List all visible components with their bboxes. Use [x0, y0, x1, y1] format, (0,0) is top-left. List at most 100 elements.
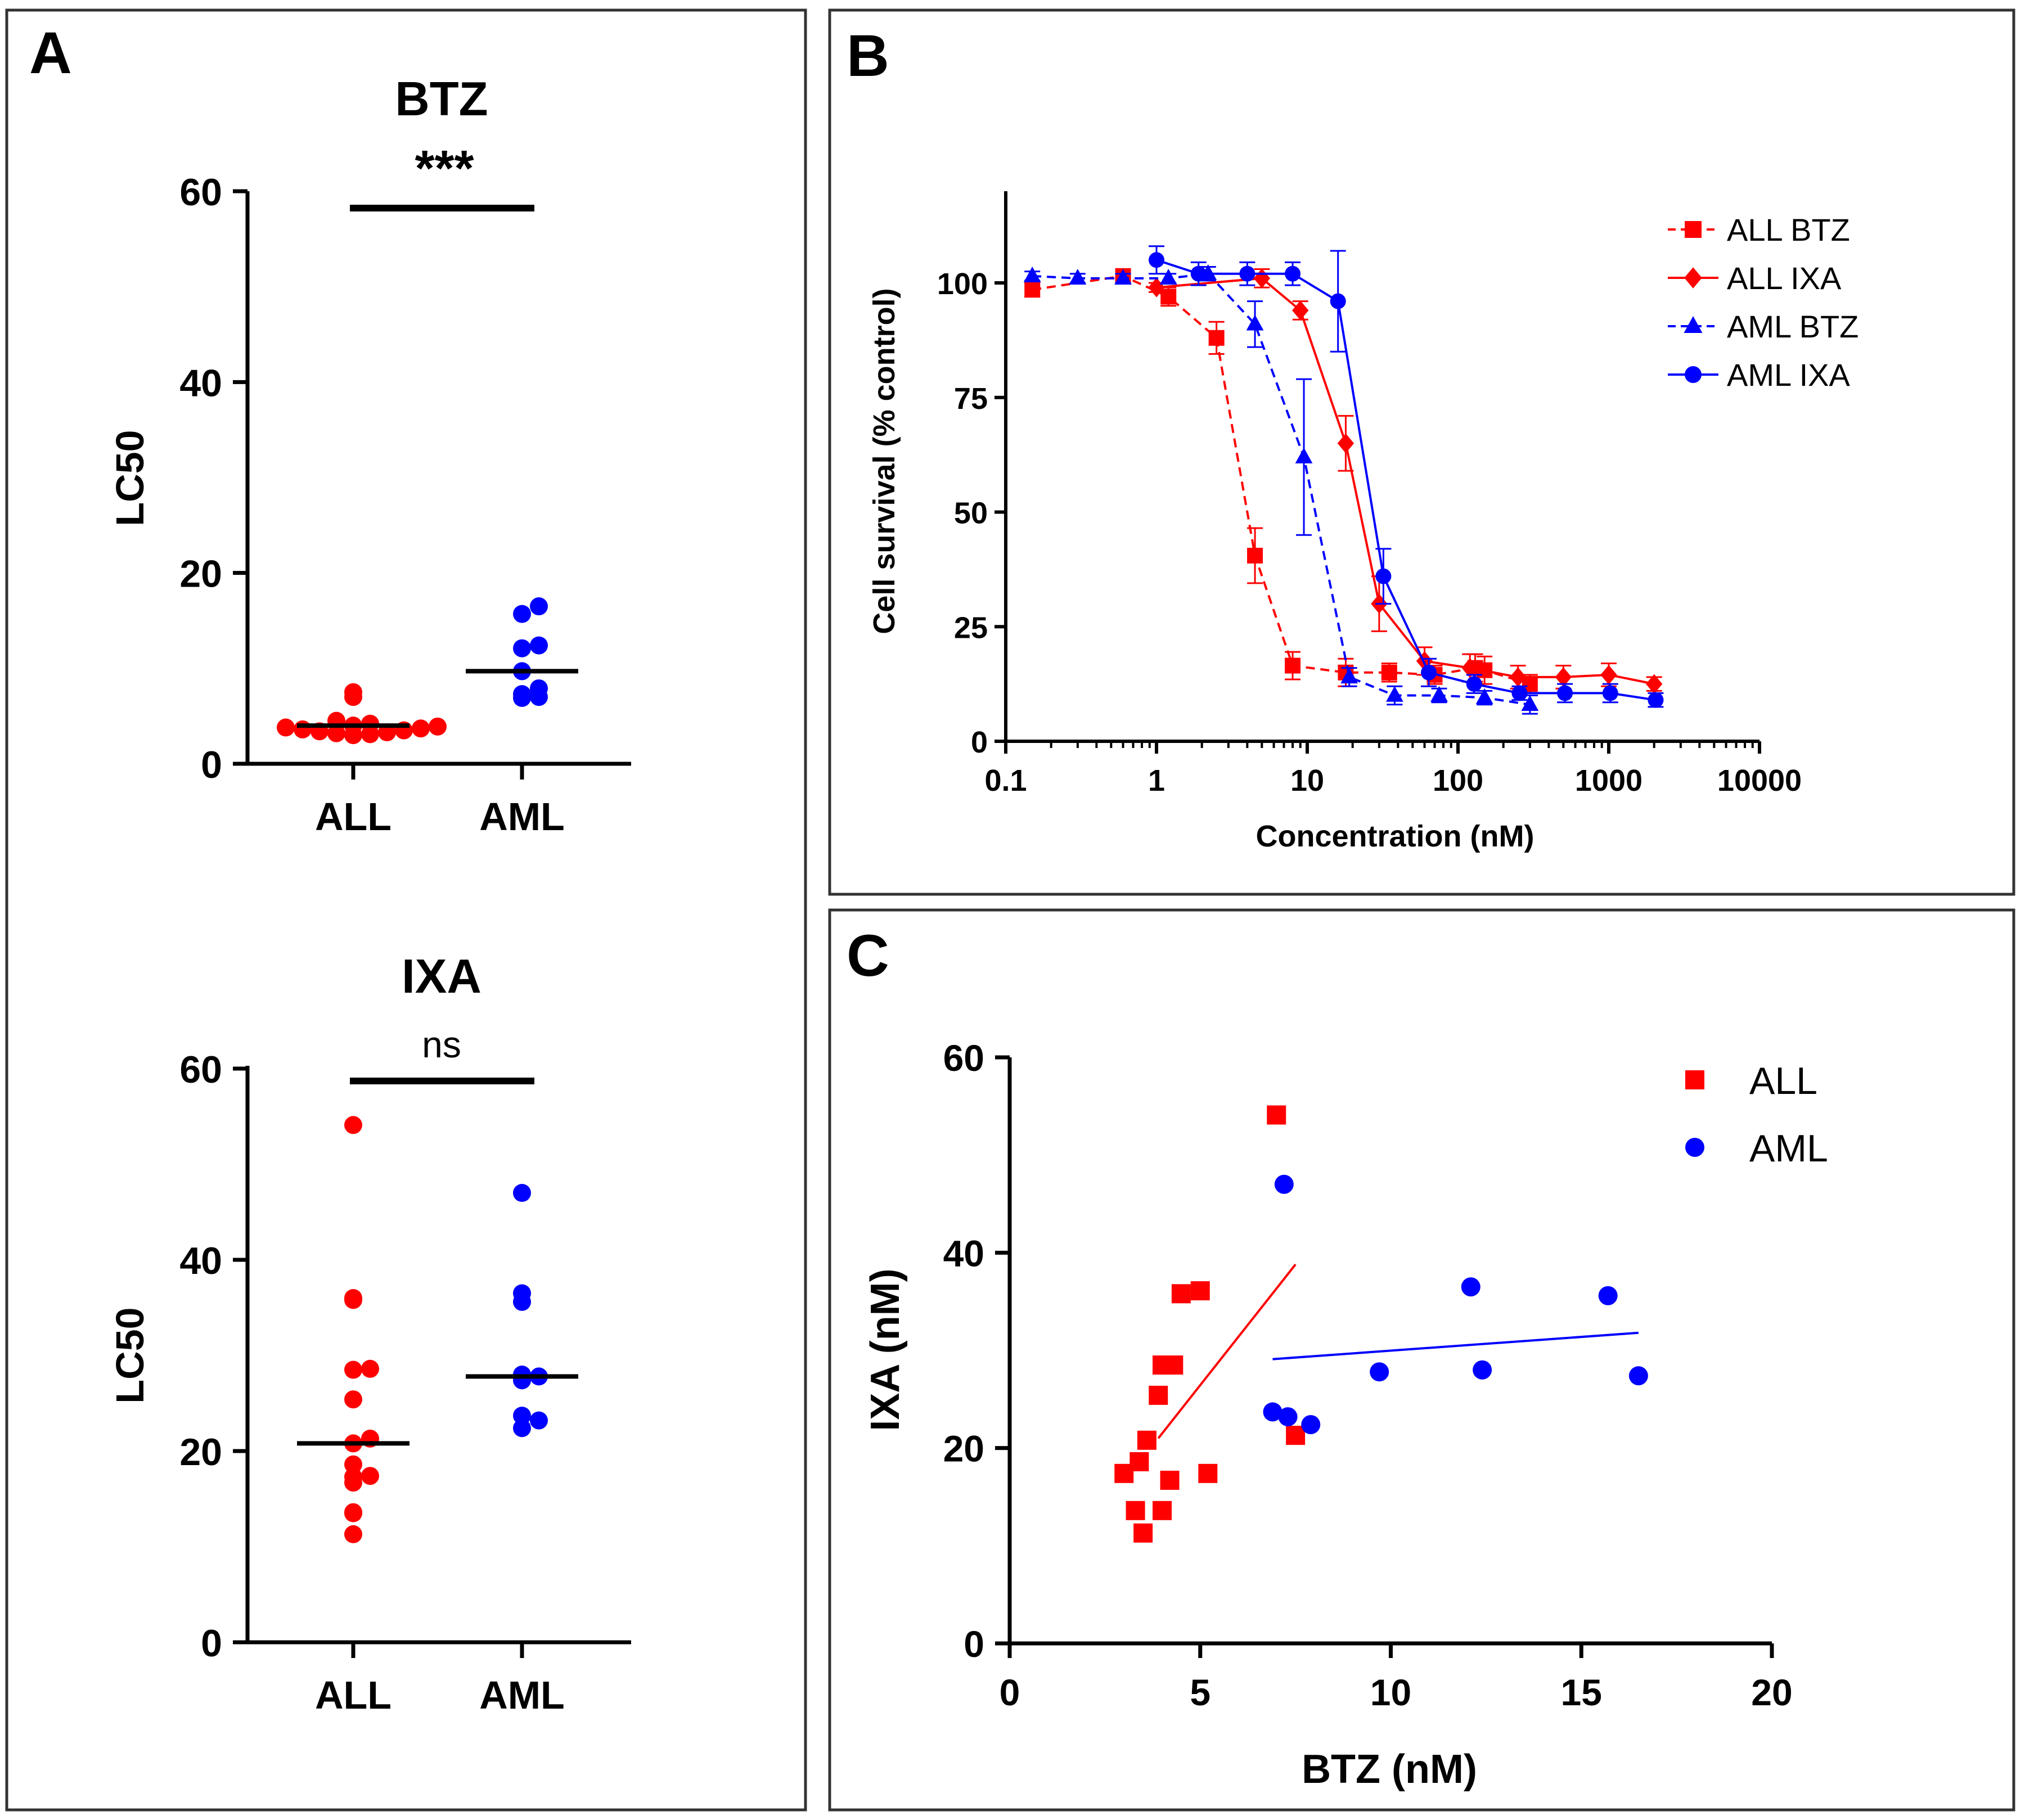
- c-y-tick-label: 60: [943, 1037, 984, 1079]
- b-aml-ixa-point: [1375, 568, 1392, 584]
- b-aml-btz-point: [1114, 269, 1132, 285]
- panel-c-frame: [828, 908, 2015, 1812]
- ixa-aml-point: [513, 1407, 531, 1425]
- c-all-point: [1114, 1463, 1134, 1483]
- ixa-y-tick-label: 0: [201, 1622, 222, 1665]
- ixa-aml-point: [530, 1411, 548, 1430]
- b-aml-ixa-point: [1648, 692, 1664, 708]
- b-aml-btz-point: [1246, 314, 1264, 331]
- b-aml-ixa-point: [1330, 293, 1346, 309]
- ixa-all-point: [344, 1289, 362, 1307]
- btz-all-point: [294, 720, 312, 738]
- ixa-y-ticks: 0 20 40 60: [179, 1048, 248, 1665]
- b-legend-label: AML BTZ: [1727, 309, 1858, 344]
- b-all-btz-point: [1381, 664, 1397, 681]
- btz-aml-point: [530, 636, 548, 655]
- ixa-dot-plot: IXA ns LC50 0 20 40 60 ALL AML: [108, 950, 631, 1717]
- c-aml-point: [1473, 1360, 1492, 1380]
- ixa-category-label: ALL: [315, 1673, 392, 1717]
- b-aml-btz-point: [1430, 686, 1448, 702]
- c-y-tick-label: 20: [943, 1428, 984, 1470]
- ixa-all-point: [344, 1525, 362, 1543]
- ixa-all-point: [361, 1467, 379, 1485]
- b-aml-btz-point: [1159, 269, 1177, 285]
- btz-significance: ***: [415, 141, 474, 197]
- b-all-ixa-point: [1555, 667, 1572, 687]
- b-x-label: Concentration (nM): [1256, 819, 1534, 853]
- c-y-ticks: 0 20 40 60: [943, 1037, 1010, 1665]
- btz-all-point: [412, 719, 430, 738]
- b-aml-ixa-point: [1557, 685, 1573, 701]
- c-aml-point: [1301, 1414, 1321, 1434]
- btz-aml-point: [513, 639, 531, 657]
- ixa-points: [344, 1116, 548, 1543]
- c-aml-point: [1598, 1286, 1618, 1305]
- c-x-ticks: 0 5 10 15 20: [1000, 1643, 1793, 1713]
- ixa-all-point: [361, 1359, 379, 1378]
- c-aml-point: [1274, 1174, 1294, 1194]
- ixa-all-point: [344, 1116, 362, 1134]
- c-all-point: [1133, 1523, 1153, 1543]
- c-all-point: [1267, 1105, 1286, 1125]
- b-x-tick-label: 100: [1433, 764, 1483, 798]
- b-legend-label: AML IXA: [1727, 357, 1851, 393]
- btz-y-tick-label: 20: [179, 553, 222, 596]
- panel-a-label: A: [29, 20, 72, 86]
- c-x-tick-label: 10: [1370, 1672, 1411, 1713]
- c-all-point: [1126, 1501, 1145, 1520]
- c-all-fit-line: [1157, 1263, 1297, 1439]
- btz-aml-point: [530, 679, 548, 697]
- c-all-point: [1171, 1284, 1191, 1304]
- c-aml-fit-line: [1272, 1331, 1639, 1361]
- btz-all-point: [344, 683, 362, 701]
- b-aml-ixa-point: [1602, 685, 1618, 701]
- ixa-aml-point: [513, 1419, 531, 1438]
- b-all-ixa-point: [1600, 665, 1617, 685]
- c-all-point: [1160, 1470, 1180, 1490]
- b-aml-btz-point: [1069, 269, 1087, 285]
- btz-aml-point: [513, 685, 531, 704]
- c-y-tick-label: 40: [943, 1232, 984, 1274]
- c-all-point: [1286, 1426, 1306, 1445]
- btz-categories: ALL AML: [315, 764, 565, 839]
- b-legend-marker: [1684, 316, 1703, 333]
- c-series: [1114, 1105, 1648, 1543]
- c-aml-point: [1628, 1366, 1648, 1386]
- c-legend-label: ALL: [1749, 1060, 1817, 1102]
- btz-aml-point: [513, 605, 531, 623]
- b-aml-btz-point: [1475, 688, 1493, 704]
- b-all-btz-point: [1285, 657, 1301, 674]
- b-x-tick-label: 1000: [1575, 764, 1642, 798]
- ixa-all-point: [344, 1390, 362, 1409]
- b-all-ixa-point: [1148, 277, 1165, 298]
- btz-all-point: [277, 718, 295, 737]
- ixa-all-point: [344, 1467, 362, 1486]
- b-aml-ixa-point: [1511, 685, 1528, 701]
- b-all-ixa-point: [1337, 433, 1354, 453]
- b-all-ixa-point: [1292, 300, 1309, 321]
- btz-category-label: ALL: [315, 795, 392, 839]
- c-x-label: BTZ (nM): [1302, 1747, 1477, 1792]
- b-aml-btz-point: [1295, 447, 1313, 463]
- c-all-point: [1149, 1385, 1168, 1405]
- btz-y-tick-label: 0: [201, 744, 222, 786]
- b-all-ixa-point: [1461, 658, 1478, 678]
- btz-y-tick-label: 40: [179, 362, 222, 404]
- b-series: [1023, 245, 1664, 715]
- b-legend-label: ALL IXA: [1727, 260, 1842, 296]
- dose-response-chart: Cell survival (% control) Concentration …: [867, 191, 1858, 853]
- b-y-tick-label: 0: [971, 726, 988, 759]
- ixa-y-label: LC50: [108, 1307, 152, 1403]
- c-aml-point: [1370, 1362, 1389, 1382]
- btz-all-point: [327, 724, 345, 742]
- c-x-tick-label: 5: [1190, 1672, 1210, 1713]
- ixa-all-point: [344, 1503, 362, 1521]
- b-aml-btz-point: [1023, 266, 1041, 282]
- btz-dot-plot: BTZ *** LC50 0 20 40 60 ALL AML: [108, 73, 631, 839]
- b-aml-ixa-point: [1190, 265, 1207, 282]
- b-legend-marker: [1685, 366, 1702, 383]
- btz-title: BTZ: [395, 73, 488, 126]
- b-y-tick-label: 50: [954, 497, 988, 530]
- b-all-btz-point: [1247, 547, 1263, 564]
